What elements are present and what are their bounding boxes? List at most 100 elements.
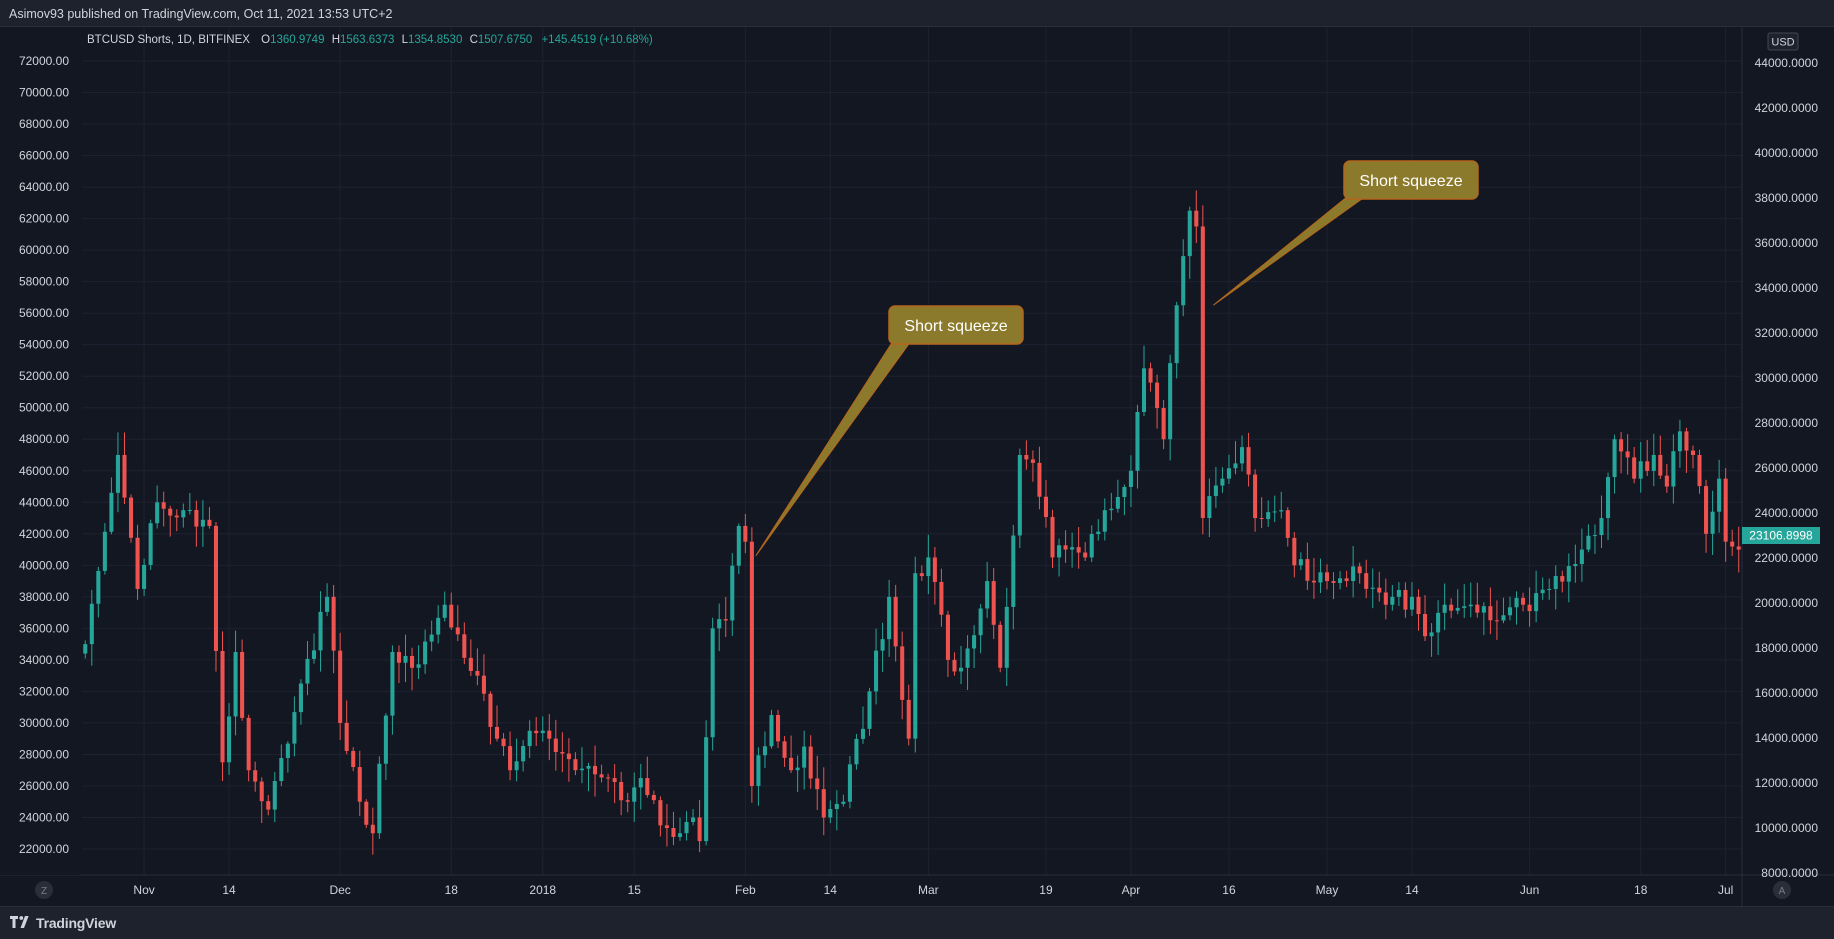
candle (1488, 587, 1493, 635)
candle (651, 790, 656, 805)
tradingview-brand: TradingView (36, 915, 117, 931)
candle (1194, 190, 1199, 243)
short-squeeze-callout[interactable]: Short squeeze (755, 305, 1024, 557)
candle (1011, 524, 1016, 630)
candle (96, 566, 101, 618)
candle (1481, 602, 1486, 636)
candle (442, 591, 447, 622)
candle (932, 546, 937, 605)
left-price-axis[interactable]: 72000.00 70000.00 68000.00 66000.00 64000.00… (0, 27, 80, 875)
candle (1181, 239, 1186, 317)
right-axis-tick-label: 24000.0000 (1755, 506, 1819, 520)
short-squeeze-callout[interactable]: Short squeeze (1212, 160, 1479, 306)
right-axis-tick-label: 34000.0000 (1755, 281, 1819, 295)
candle (410, 647, 415, 691)
candle (1547, 578, 1552, 600)
candle (1416, 589, 1421, 631)
candle (1338, 571, 1343, 590)
left-axis-tick-label: 22000.00 (19, 842, 69, 856)
candle (573, 752, 578, 776)
candle (1579, 528, 1584, 582)
callout-layer: Short squeeze Short squeeze (755, 160, 1479, 557)
candle (900, 631, 905, 720)
left-axis-tick-label: 56000.00 (19, 306, 69, 320)
candle (1612, 434, 1617, 494)
candle (1344, 570, 1349, 588)
candle (691, 809, 696, 826)
candle (658, 796, 663, 837)
left-axis-tick-label: 68000.00 (19, 117, 69, 131)
tradingview-logo[interactable]: TradingView (10, 915, 116, 931)
candle (710, 617, 715, 751)
candle (880, 622, 885, 672)
candlestick-series (83, 190, 1741, 855)
candle (1383, 578, 1388, 620)
candle (462, 622, 467, 665)
candle (102, 523, 107, 575)
candle (122, 432, 127, 505)
candle (1083, 542, 1088, 561)
chart-area[interactable]: Short squeeze Short squeeze 72000.00 70000… (0, 27, 1834, 906)
candle (1318, 558, 1323, 594)
candle (939, 568, 944, 627)
candle (89, 589, 94, 666)
candle (1534, 570, 1539, 623)
candle (782, 736, 787, 767)
left-axis-tick-label: 42000.00 (19, 527, 69, 541)
candle (952, 652, 957, 676)
currency-badge[interactable]: USD (1767, 32, 1799, 51)
right-axis-tick-label: 20000.0000 (1755, 596, 1819, 610)
zoom-button-left[interactable]: Z (35, 881, 53, 899)
candle (684, 811, 689, 841)
candle (292, 696, 297, 757)
symbol-legend[interactable]: BTCUSD Shorts, 1D, BITFINEX O1360.9749 H… (87, 34, 653, 46)
candle (1494, 600, 1499, 640)
candle (1364, 559, 1369, 599)
right-axis-tick-label: 18000.0000 (1755, 641, 1819, 655)
candle (834, 790, 839, 831)
candle (828, 800, 833, 824)
candle (1723, 467, 1728, 562)
legend-low: 1354.8530 (408, 34, 462, 46)
candle (815, 755, 820, 810)
candle (1174, 301, 1179, 379)
candle (775, 709, 781, 748)
candle (1521, 592, 1526, 612)
candle (730, 553, 735, 636)
candle (1409, 582, 1414, 616)
candle (148, 519, 153, 570)
candle (808, 735, 813, 789)
right-price-axis[interactable]: 44000.0000 42000.0000 40000.0000 38000.0000… (1755, 56, 1819, 880)
right-axis-tick-label: 8000.0000 (1761, 866, 1818, 880)
right-axis-tick-label: 14000.0000 (1755, 731, 1819, 745)
left-axis-tick-label: 66000.00 (19, 149, 69, 163)
candle (1292, 532, 1297, 578)
candle (1141, 345, 1147, 416)
left-axis-tick-label: 26000.00 (19, 779, 69, 793)
candle (1625, 434, 1630, 475)
candle (1553, 565, 1558, 610)
left-axis-tick-label: 58000.00 (19, 275, 69, 289)
candle (403, 634, 408, 683)
candle (1527, 587, 1532, 627)
legend-open: 1360.9749 (270, 34, 324, 46)
legend-change: +145.4519 (+10.68%) (541, 34, 652, 46)
candle (978, 604, 983, 654)
auto-scale-button[interactable]: A (1773, 881, 1791, 899)
candle (155, 485, 160, 529)
candle (1468, 582, 1473, 618)
right-axis-tick-label: 44000.0000 (1755, 56, 1819, 70)
candle (135, 524, 140, 600)
candle (606, 773, 611, 792)
candle (1076, 527, 1081, 569)
time-axis[interactable]: Nov 14 Dec 18 2018 15 Feb 14 Mar 19 Apr 16 May 14 Jun 1… (133, 883, 1733, 897)
left-axis-tick-label: 28000.00 (19, 747, 69, 761)
candle (1730, 529, 1735, 557)
candle (200, 500, 205, 547)
time-axis-tick-label: 14 (824, 883, 838, 897)
candle (377, 756, 382, 839)
candle (521, 740, 526, 772)
candle (664, 804, 669, 847)
candle (1213, 466, 1218, 508)
right-axis-tick-label: 22000.0000 (1755, 551, 1819, 565)
